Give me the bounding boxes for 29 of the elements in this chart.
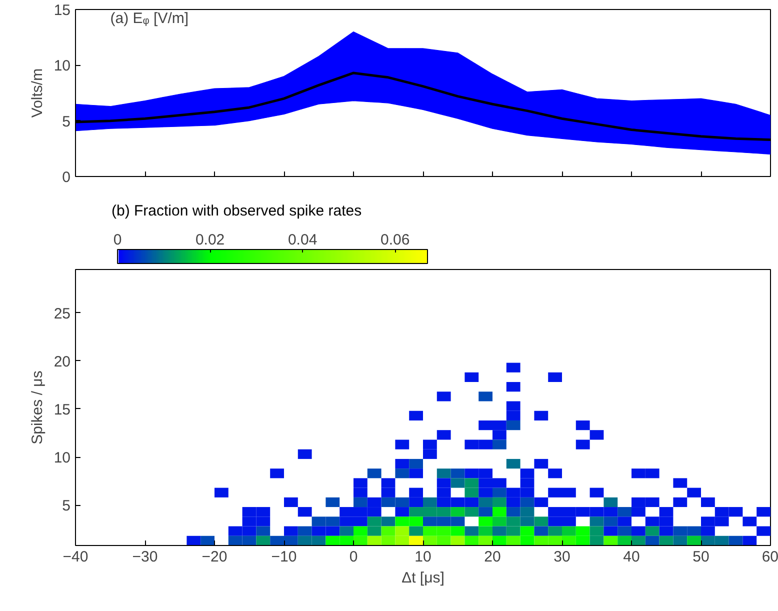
y-tick-label: 5 (62, 498, 70, 515)
x-tick-label: −20 (202, 548, 228, 566)
x-tick-label: 20 (484, 548, 501, 566)
y-tick-label: 15 (54, 401, 71, 418)
chart-title: (b) Fraction with observed spike rates (112, 202, 362, 220)
x-tick-label: 60 (762, 548, 778, 566)
color-bar-label: 0.02 (195, 232, 225, 248)
y-tick-label: 0 (62, 169, 70, 186)
x-tick-label: 10 (414, 548, 432, 566)
x-axis-title: Δt [μs] (402, 570, 444, 586)
y-tick-label: 20 (54, 353, 71, 370)
y-tick-label: 5 (62, 113, 70, 130)
y-tick-label: 10 (54, 58, 71, 75)
x-tick-label: 40 (623, 548, 640, 566)
color-bar-label: 0 (113, 232, 122, 248)
y-tick-label: 10 (54, 450, 71, 467)
y-axis-title: Volts/m (28, 68, 46, 118)
x-tick-label: −40 (62, 548, 88, 566)
x-tick-label: 50 (692, 548, 710, 566)
x-tick-label: 30 (554, 548, 570, 566)
chart-title: (a) Eᵩ [V/m] (110, 10, 189, 28)
y-tick-label: 15 (54, 2, 71, 19)
x-tick-label: −30 (132, 548, 158, 566)
x-tick-label: 0 (349, 548, 358, 566)
color-bar-label: 0.04 (288, 232, 318, 248)
color-bar-label: 0.06 (380, 232, 410, 248)
y-axis-title: Spikes / μs (28, 370, 46, 444)
y-tick-label: 25 (54, 305, 71, 322)
x-tick-label: −10 (271, 548, 297, 566)
